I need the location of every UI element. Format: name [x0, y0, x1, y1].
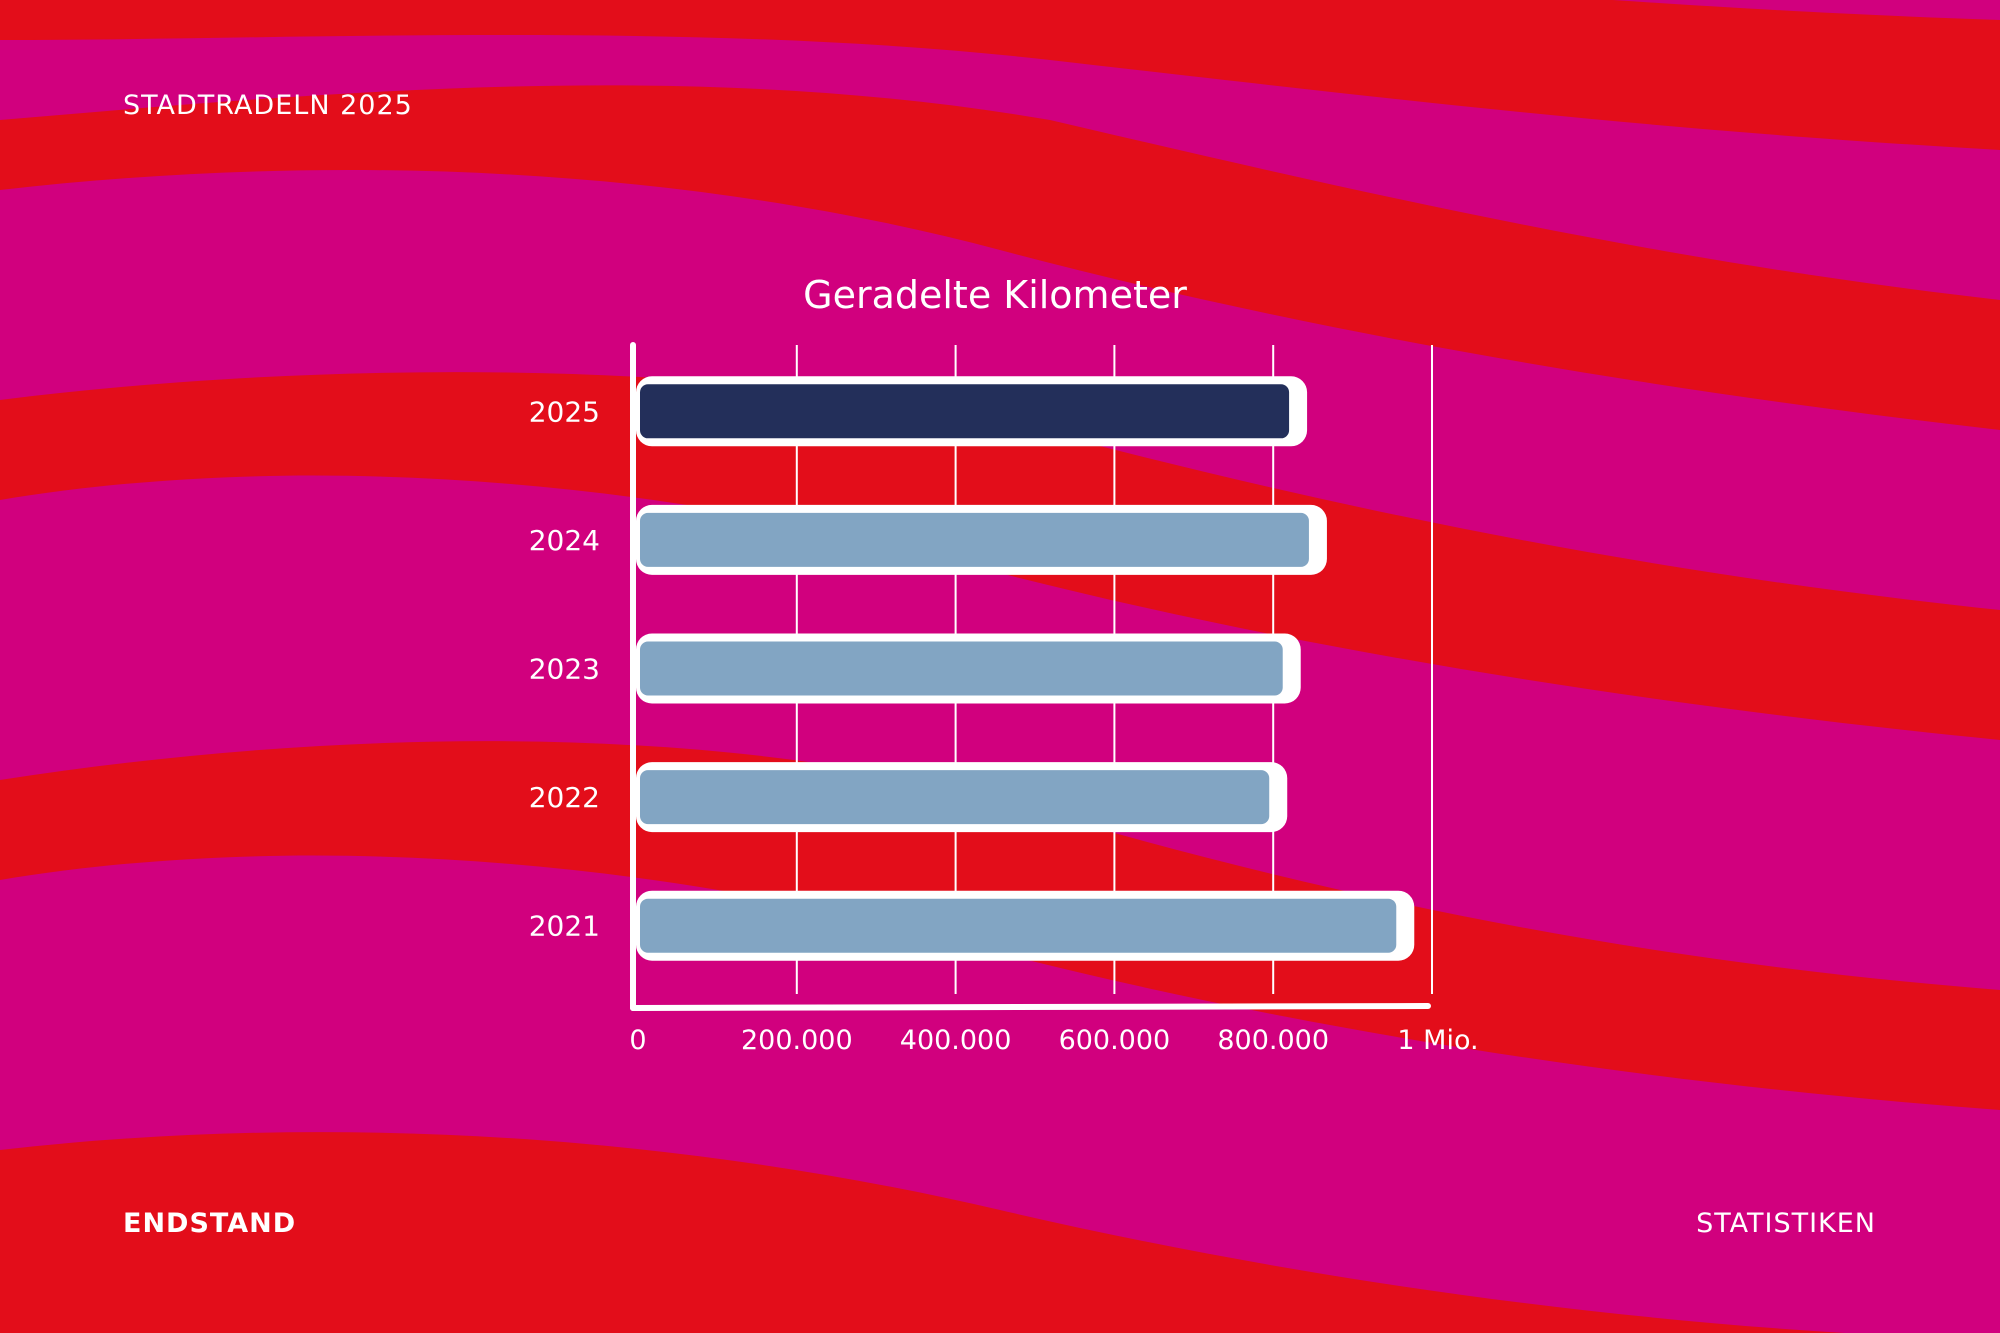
bar [640, 384, 1290, 439]
bars [636, 376, 1415, 961]
chart-title: Geradelte Kilometer [803, 273, 1187, 317]
y-tick-label: 2021 [529, 910, 600, 943]
x-axis-labels: 0 200.000 400.000 600.000 800.000 1 Mio. [629, 1025, 1478, 1056]
x-axis-line [630, 1003, 1431, 1011]
bar [640, 898, 1397, 953]
bar [640, 641, 1283, 696]
section-label: STATISTIKEN [1696, 1208, 1876, 1239]
x-tick-label: 0 [629, 1025, 646, 1056]
y-axis-labels: 2025 2024 2023 2022 2021 [529, 395, 600, 942]
x-tick-label: 600.000 [1059, 1025, 1171, 1056]
x-tick-label: 800.000 [1217, 1025, 1329, 1056]
y-tick-label: 2022 [529, 781, 600, 814]
brand-label: STADTRADELN 2025 [123, 90, 413, 121]
y-tick-label: 2025 [529, 395, 600, 428]
axes [630, 342, 1431, 1011]
y-tick-label: 2024 [529, 524, 600, 557]
x-tick-label: 400.000 [900, 1025, 1012, 1056]
x-tick-label: 200.000 [741, 1025, 853, 1056]
x-tick-label: 1 Mio. [1397, 1025, 1478, 1056]
y-tick-label: 2023 [529, 653, 600, 686]
bar [640, 770, 1270, 825]
bar [640, 512, 1309, 567]
status-label: ENDSTAND [123, 1208, 297, 1239]
